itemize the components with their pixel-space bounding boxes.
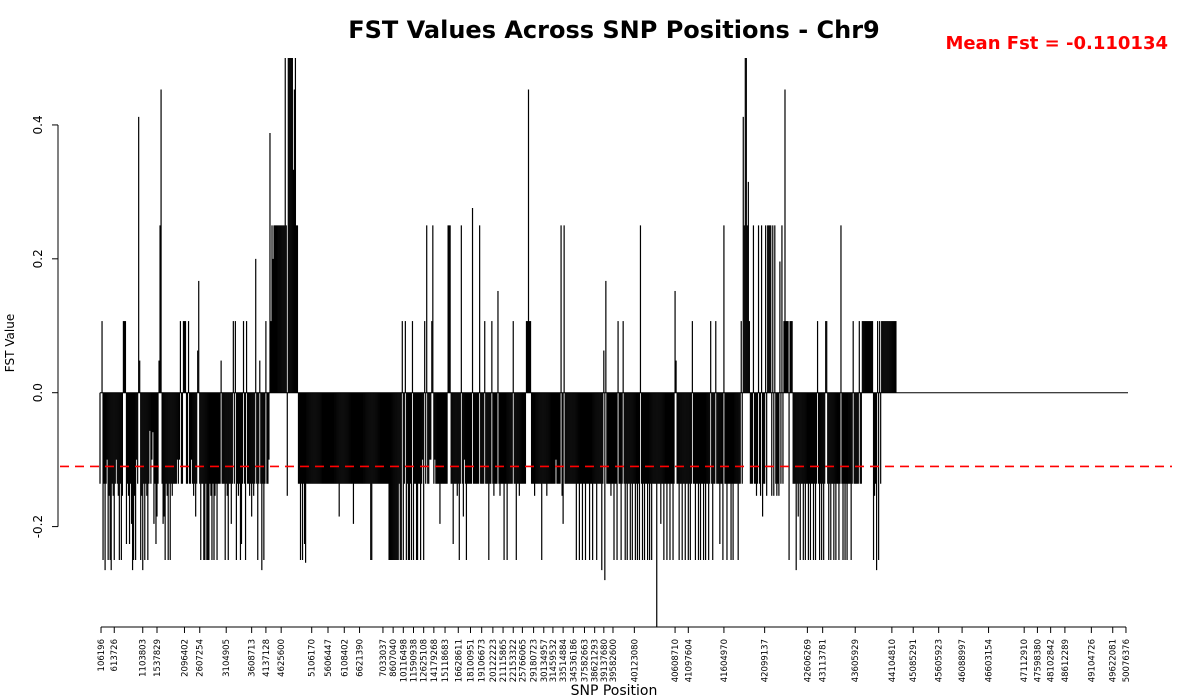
y-axis-label: FST Value [3,314,17,372]
chart-title: FST Values Across SNP Positions - Chr9 [348,16,880,44]
x-tick-label: 30134957 [540,639,550,682]
x-tick-label: 19106673 [478,639,488,682]
x-tick-label: 6621390 [356,639,366,677]
y-tick-label: 0.0 [31,383,45,402]
x-tick-label: 22153322 [509,639,519,682]
x-tick-label: 47598380 [1033,639,1043,682]
x-tick-label: 5606447 [324,639,334,677]
x-tick-label: 49622081 [1109,639,1119,682]
x-tick-label: 39137680 [600,639,610,682]
x-tick-label: 37582663 [580,639,590,682]
x-tick-label: 12625108 [420,639,430,682]
x-tick-label: 48612289 [1061,639,1071,682]
x-tick-label: 1103803 [139,639,149,677]
x-tick-label: 49104726 [1087,639,1097,682]
y-axis: -0.2 0.0 0.2 0.4 [31,115,59,538]
x-tick-label: 15118683 [441,639,451,682]
x-tick-label: 29180723 [530,639,540,682]
x-tick-label: 38621293 [591,639,601,682]
x-tick-label: 46603154 [985,639,995,682]
x-tick-label: 41097604 [684,639,694,682]
x-axis-label: SNP Position [571,683,658,699]
x-tick-label: 2607254 [196,639,206,677]
x-tick-label: 34536186 [569,639,579,682]
x-tick-label: 21115865 [499,639,509,682]
x-tick-label: 47112910 [1020,639,1030,682]
y-tick-label: 0.4 [31,115,45,134]
x-tick-label: 46088997 [958,639,968,682]
y-tick-label: -0.2 [31,515,45,538]
x-tick-label: 43605929 [851,639,861,682]
x-tick-label: 41604970 [720,639,730,682]
x-tick-label: 48102842 [1047,639,1057,682]
x-tick-label: 45605923 [935,639,945,682]
x-tick-label: 7033037 [379,639,389,677]
x-tick-label: 40123080 [630,639,640,682]
x-tick-label: 44104810 [888,639,898,682]
x-tick-label: 4137128 [262,639,272,677]
bars-group [99,58,1128,627]
x-tick-label: 1537829 [153,639,163,677]
x-tick-label: 6108402 [340,639,350,677]
x-tick-label: 33514884 [559,639,569,682]
x-tick-label: 4625600 [277,639,287,677]
y-tick-label: 0.2 [31,249,45,268]
x-tick-label: 50076376 [1122,639,1132,682]
x-tick-label: 10116498 [399,639,409,682]
x-tick-label: 11590938 [409,639,419,682]
x-tick-label: 25766065 [518,639,528,682]
x-tick-label: 18100951 [466,639,476,682]
x-tick-label: 5106170 [308,639,318,677]
x-tick-label: 39582600 [609,639,619,682]
x-tick-label: 3104905 [222,639,232,677]
x-tick-label: 3608713 [248,639,258,677]
x-tick-label: 20122223 [489,639,499,682]
x-tick-label: 106196 [97,639,107,671]
x-tick-label: 40608710 [671,639,681,682]
x-tick-label: 16628611 [454,639,464,682]
x-axis: 106196 613726 1103803 1537829 2096402 2607254… [97,626,1132,682]
x-tick-label: 31459532 [549,639,559,682]
x-tick-label: 8607040 [389,639,399,677]
x-tick-label: 2096402 [180,639,190,677]
x-tick-label: 45085291 [909,639,919,682]
x-tick-label: 43113781 [819,639,829,682]
x-tick-label: 613726 [110,639,120,671]
x-tick-label: 42606269 [803,639,813,682]
x-tick-label: 14179268 [430,639,440,682]
mean-fst-label: Mean Fst = -0.110134 [945,33,1168,54]
x-tick-label: 42099137 [761,639,771,682]
